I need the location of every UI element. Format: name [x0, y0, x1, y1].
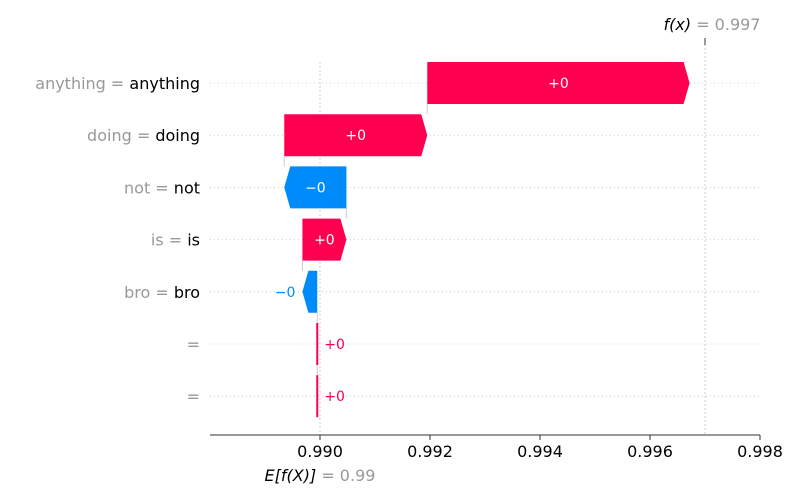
waterfall-bar — [302, 218, 347, 261]
bar-value-label: +0 — [324, 389, 345, 405]
feature-row-label: not = not — [124, 178, 200, 197]
x-tick-label: 0.992 — [407, 442, 453, 461]
waterfall-bar — [302, 270, 318, 313]
x-tick-label: 0.998 — [737, 442, 783, 461]
feature-name-label: doing = — [87, 126, 155, 145]
feature-value-label: doing — [155, 126, 200, 145]
bar-value-label: −0 — [275, 285, 296, 301]
feature-name-label: not = — [124, 178, 174, 197]
feature-value-label: anything — [129, 74, 200, 93]
feature-name-label: is = — [151, 231, 187, 250]
feature-row-label: bro = bro — [124, 283, 200, 302]
x-tick-label: 0.994 — [517, 442, 563, 461]
waterfall-bar — [284, 114, 428, 157]
output-value-annotation: f(x) = 0.997 — [664, 15, 761, 34]
feature-row-label: is = is — [151, 231, 200, 250]
waterfall-bar — [284, 166, 347, 209]
feature-row-label: = — [187, 387, 200, 406]
bar-value-label: +0 — [548, 76, 569, 92]
feature-name-label: = — [187, 387, 200, 406]
x-tick-label: 0.990 — [297, 442, 343, 461]
output-value-symbol: f(x) — [664, 15, 697, 34]
output-value-number: = 0.997 — [696, 15, 760, 34]
base-value-symbol: E[f(X)] — [265, 466, 322, 485]
waterfall-bar — [427, 62, 690, 104]
feature-value-label: bro — [174, 283, 200, 302]
bar-value-label: +0 — [345, 128, 366, 144]
base-value-annotation: E[f(X)] = 0.99 — [265, 466, 376, 485]
feature-value-label: is — [187, 231, 200, 250]
feature-row-label: doing = doing — [87, 126, 200, 145]
base-value-number: = 0.99 — [321, 466, 375, 485]
feature-row-label: = — [187, 335, 200, 354]
bar-value-label: +0 — [324, 337, 345, 353]
feature-name-label: anything = — [35, 74, 129, 93]
feature-name-label: = — [187, 335, 200, 354]
bar-value-label: −0 — [305, 180, 326, 196]
feature-name-label: bro = — [124, 283, 174, 302]
feature-value-label: not — [174, 178, 200, 197]
x-tick-label: 0.996 — [627, 442, 673, 461]
bar-value-label: +0 — [314, 233, 335, 249]
feature-row-label: anything = anything — [35, 74, 200, 93]
